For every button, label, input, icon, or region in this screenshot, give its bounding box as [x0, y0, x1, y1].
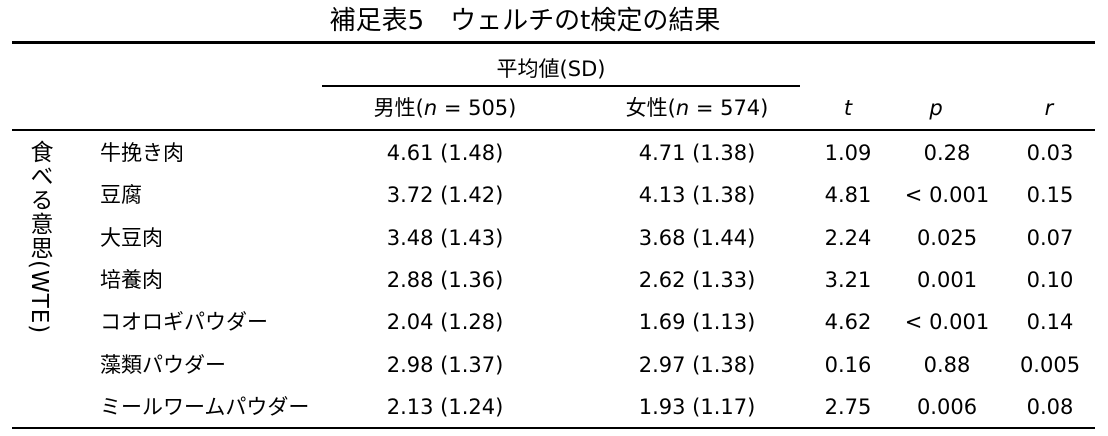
header-text: t [843, 96, 853, 120]
cell: 4.81 [824, 183, 872, 208]
cell: 3.68 (1.44) [638, 225, 756, 250]
cell: 3.48 (1.43) [386, 225, 504, 250]
cell: 0.006 [916, 394, 978, 419]
row-label: 大豆肉 [100, 225, 163, 250]
header-part: 男性( [373, 96, 424, 120]
cell: 0.005 [1019, 352, 1081, 377]
cell: 4.61 (1.48) [386, 141, 504, 165]
header-part: n [675, 96, 690, 120]
cell: 2.97 (1.38) [638, 352, 756, 377]
row-label: 牛挽き肉 [100, 141, 184, 165]
cell: 3.21 [824, 267, 872, 292]
cell: 0.28 [923, 141, 971, 165]
column-header: 男性(n = 505) [374, 96, 517, 120]
cell: 3.72 (1.42) [386, 183, 504, 208]
column-header: t [844, 96, 852, 120]
row-label: 培養肉 [100, 267, 163, 292]
header-rule [12, 129, 1095, 131]
cell: 0.14 [1026, 310, 1074, 335]
cell: 0.03 [1026, 141, 1074, 165]
column-header: p [929, 96, 942, 120]
column-header: 女性(n = 574) [626, 96, 769, 120]
cell: < 0.001 [904, 183, 990, 208]
cell: 2.13 (1.24) [386, 394, 504, 419]
cell: 2.88 (1.36) [386, 267, 504, 292]
row-label: 藻類パウダー [100, 352, 226, 377]
cell: 4.13 (1.38) [638, 183, 756, 208]
header-text: r [1044, 96, 1054, 120]
cell: 1.93 (1.17) [638, 394, 756, 419]
row-label: ミールワームパウダー [100, 394, 310, 419]
cell: 4.62 [824, 310, 872, 335]
cell: 2.24 [824, 225, 872, 250]
cell: 0.08 [1026, 394, 1074, 419]
row-group-label: 食べる意思(WTE) [26, 140, 52, 335]
cell: 2.62 (1.33) [638, 267, 756, 292]
cell: 0.001 [916, 267, 978, 292]
header-part: = 505) [437, 96, 517, 120]
group-rule [322, 85, 800, 87]
cell: 2.98 (1.37) [386, 352, 504, 377]
header-text: p [929, 96, 943, 120]
group-header: 平均値(SD) [496, 57, 606, 81]
cell: 0.10 [1026, 267, 1074, 292]
header-part: n [423, 96, 438, 120]
cell: 1.09 [824, 141, 872, 165]
top-rule [12, 41, 1095, 44]
header-part: 女性( [625, 96, 676, 120]
header-part: = 574) [689, 96, 769, 120]
cell: 0.025 [916, 225, 978, 250]
cell: 4.71 (1.38) [638, 141, 756, 165]
cell: 0.16 [824, 352, 872, 377]
cell: 1.69 (1.13) [638, 310, 756, 335]
bottom-rule [12, 427, 1095, 429]
cell: 0.15 [1026, 183, 1074, 208]
cell: < 0.001 [904, 310, 990, 335]
cell: 0.88 [923, 352, 971, 377]
cell: 2.75 [824, 394, 872, 419]
cell: 2.04 (1.28) [386, 310, 504, 335]
column-header: r [1045, 96, 1054, 120]
table-title: 補足表5 ウェルチのt検定の結果 [329, 6, 721, 36]
row-label: コオロギパウダー [100, 310, 268, 335]
row-label: 豆腐 [100, 183, 142, 208]
cell: 0.07 [1026, 225, 1074, 250]
